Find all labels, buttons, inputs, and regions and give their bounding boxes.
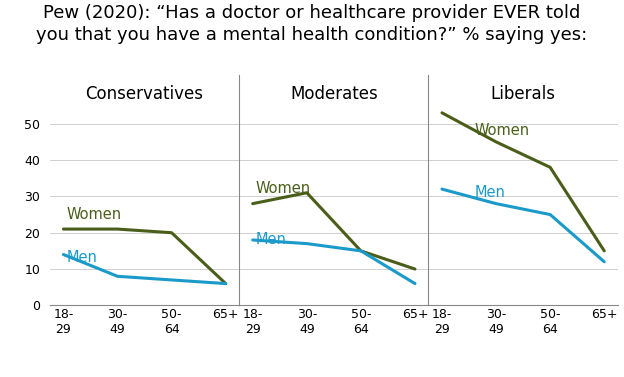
- Text: Women: Women: [255, 181, 311, 196]
- Text: Women: Women: [474, 123, 530, 138]
- Text: Men: Men: [66, 250, 97, 265]
- Title: Moderates: Moderates: [290, 84, 378, 103]
- Text: Pew (2020): “Has a doctor or healthcare provider EVER told
you that you have a m: Pew (2020): “Has a doctor or healthcare …: [36, 4, 588, 44]
- Title: Liberals: Liberals: [490, 84, 555, 103]
- Text: Men: Men: [255, 232, 286, 247]
- Text: Women: Women: [66, 207, 121, 222]
- Title: Conservatives: Conservatives: [85, 84, 203, 103]
- Text: Men: Men: [474, 185, 505, 200]
